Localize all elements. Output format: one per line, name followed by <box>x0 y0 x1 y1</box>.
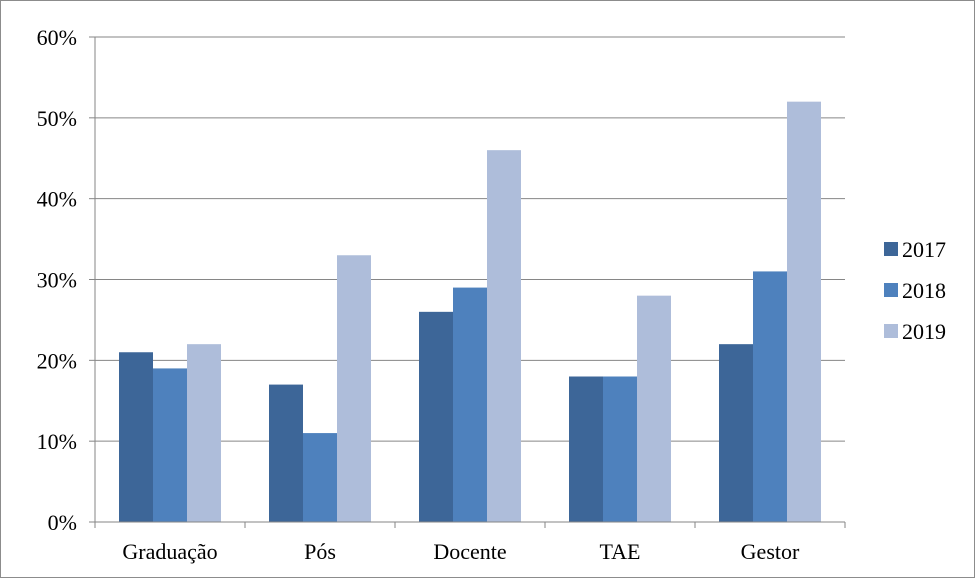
y-tick-labels: 0% 10% 20% 30% 40% 50% 60% <box>37 25 77 535</box>
bar-2017-4 <box>719 344 753 522</box>
y-tick-label: 20% <box>37 348 77 373</box>
x-tick-label: Graduação <box>122 539 217 564</box>
legend-swatch-2019 <box>884 324 898 338</box>
y-tick-label: 40% <box>37 187 77 212</box>
axes <box>89 36 846 528</box>
legend-label-2019: 2019 <box>902 319 946 344</box>
bar-2017-3 <box>569 376 603 522</box>
x-tick-label: Gestor <box>741 539 800 564</box>
legend-label-2018: 2018 <box>902 278 946 303</box>
legend-swatch-2018 <box>884 283 898 297</box>
bar-2018-4 <box>753 271 787 522</box>
y-tick-label: 0% <box>48 510 77 535</box>
bar-2017-2 <box>419 311 453 522</box>
x-tick-labels: Graduação Pós Docente TAE Gestor <box>122 539 800 564</box>
y-tick-label: 10% <box>37 429 77 454</box>
bar-2019-0 <box>187 344 221 522</box>
x-tick-label: Pós <box>304 539 336 564</box>
bar-2019-4 <box>787 101 821 523</box>
bars <box>119 101 821 523</box>
bar-2019-3 <box>637 295 671 522</box>
bar-2019-2 <box>487 150 521 522</box>
x-tick-label: TAE <box>599 539 640 564</box>
y-tick-label: 50% <box>37 106 77 131</box>
bar-2018-3 <box>603 376 637 522</box>
bar-2018-0 <box>153 368 187 522</box>
y-tick-label: 60% <box>37 25 77 50</box>
legend-label-2017: 2017 <box>902 237 946 262</box>
legend: 2017 2018 2019 <box>884 237 946 344</box>
y-tick-label: 30% <box>37 268 77 293</box>
bar-2018-2 <box>453 287 487 522</box>
bar-2019-1 <box>337 255 371 522</box>
x-tick-label: Docente <box>433 539 506 564</box>
bar-2017-1 <box>269 384 303 522</box>
bar-2018-1 <box>303 433 337 522</box>
legend-swatch-2017 <box>884 242 898 256</box>
bar-2017-0 <box>119 352 153 522</box>
